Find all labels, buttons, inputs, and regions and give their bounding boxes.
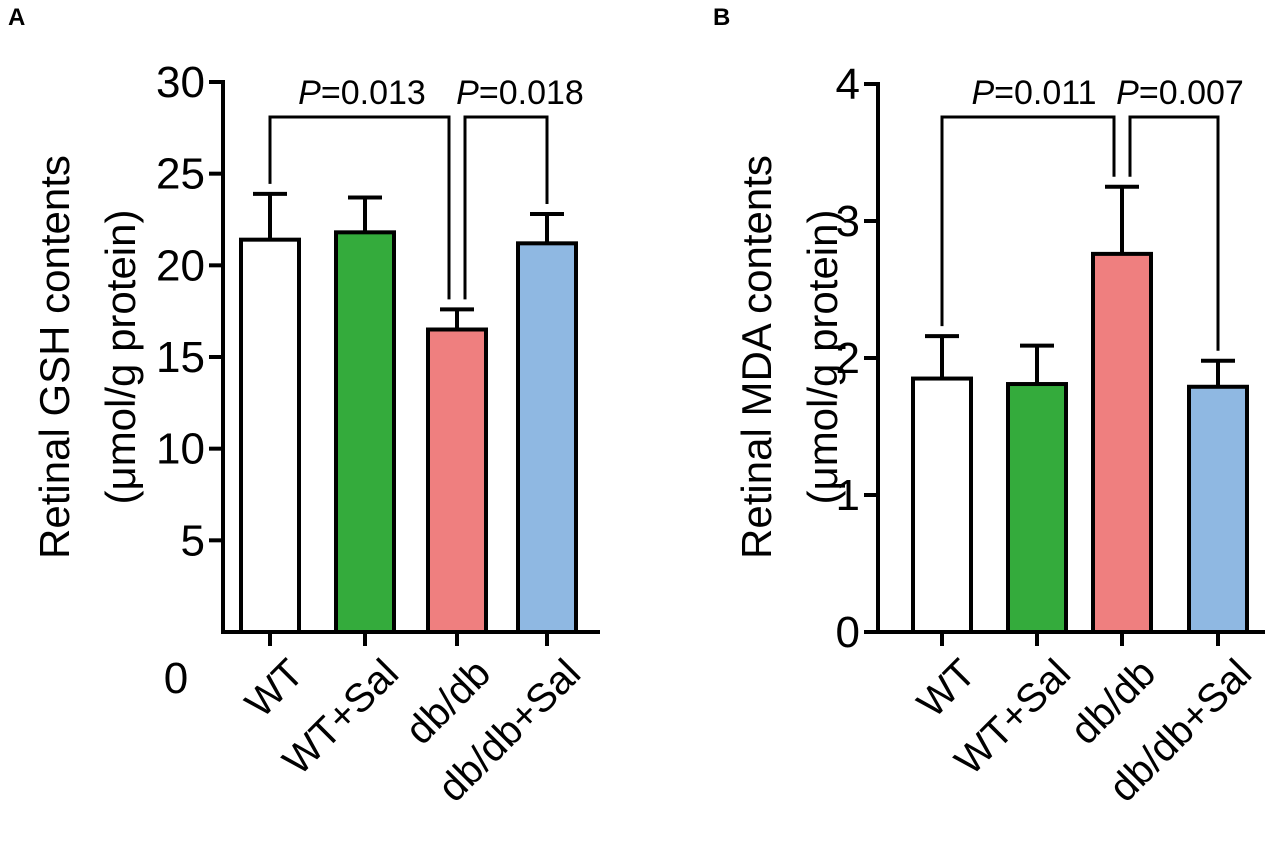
chart2-x-category-label-0: WT bbox=[909, 651, 984, 726]
chart1-y-tick-label: 25 bbox=[156, 150, 205, 199]
chart2-bar-3 bbox=[1187, 384, 1249, 634]
chart2-comparison-bracket-0 bbox=[940, 115, 1116, 327]
chart2-y-axis-title-line1: Retinal MDA contents bbox=[733, 155, 780, 559]
chart1-comparison-bracket-0 bbox=[268, 115, 451, 300]
chart2-y-tick-label: 3 bbox=[836, 197, 860, 246]
chart1-comparison-bracket-1 bbox=[463, 115, 549, 300]
chart2-y-tick-label: 2 bbox=[836, 334, 860, 383]
chart1-y-tick-label: 0 bbox=[164, 654, 188, 703]
chart1-bar-0 bbox=[239, 237, 301, 635]
chart2-comparison-bracket-1 bbox=[1128, 115, 1220, 351]
chart1-y-axis-title-line2: (μmol/g protein) bbox=[97, 210, 144, 505]
chart1-y-tick-label: 5 bbox=[181, 516, 205, 565]
chart2-y-axis-title-line2: (μmol/g protein) bbox=[799, 210, 846, 505]
chart2-bar-2 bbox=[1091, 251, 1153, 634]
chart2-bar-1 bbox=[1006, 382, 1068, 634]
chart1-p-value-label-1: P=0.018 bbox=[456, 74, 584, 112]
chart1-group: 0 5 10 15 20 25 30 Retinal GSH contents (μmol/g … bbox=[31, 58, 600, 810]
chart1-y-tick-label: 10 bbox=[156, 425, 205, 474]
chart1-y-tick-label: 15 bbox=[156, 333, 205, 382]
chart1-x-category-label-0: WT bbox=[237, 651, 312, 726]
panel-letter-a: A bbox=[8, 4, 26, 31]
chart1-bar-3 bbox=[516, 241, 578, 634]
panel-letter-b: B bbox=[713, 4, 731, 31]
chart2-p-value-label-0: P=0.011 bbox=[971, 74, 1096, 112]
chart2-group: 0 1 2 3 4 Retinal MDA contents (μmol/g protein… bbox=[733, 60, 1265, 810]
chart2-y-tick-label: 1 bbox=[836, 471, 860, 520]
chart2-p-value-label-1: P=0.007 bbox=[1116, 74, 1244, 112]
chart1-bar-1 bbox=[334, 230, 396, 634]
chart1-bar-2 bbox=[426, 327, 488, 634]
chart2-bar-0 bbox=[911, 376, 973, 634]
chart2-y-tick-label: 4 bbox=[836, 60, 860, 109]
chart1-y-axis-title-line1: Retinal GSH contents bbox=[31, 155, 78, 559]
chart1-y-tick-label: 30 bbox=[156, 58, 205, 107]
chart1-y-tick-label: 20 bbox=[156, 241, 205, 290]
chart1-p-value-label-0: P=0.013 bbox=[298, 74, 426, 112]
chart2-y-tick-label: 0 bbox=[836, 608, 860, 657]
